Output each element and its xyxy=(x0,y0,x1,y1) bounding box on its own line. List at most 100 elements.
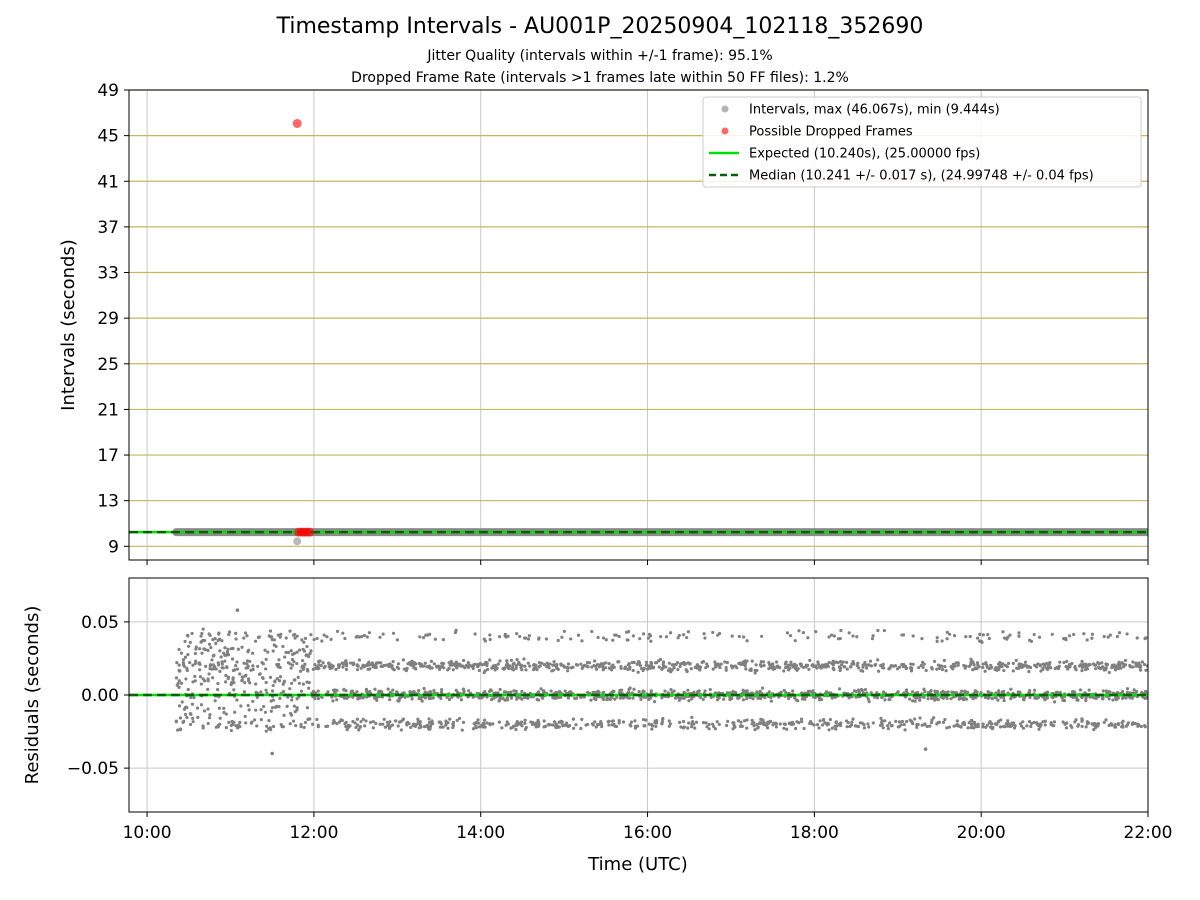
residual-point xyxy=(1065,659,1069,664)
residual-point xyxy=(305,653,309,657)
residual-point xyxy=(961,721,965,725)
residual-point xyxy=(682,690,686,694)
residual-point xyxy=(211,654,215,658)
residual-point xyxy=(268,675,273,679)
residual-point xyxy=(270,706,275,710)
residual-point xyxy=(628,723,632,727)
residual-point xyxy=(542,663,546,667)
residual-point xyxy=(636,670,640,674)
residual-point xyxy=(1125,690,1130,695)
residual-point xyxy=(1015,666,1019,670)
residual-point xyxy=(199,634,203,638)
residual-point xyxy=(983,669,987,673)
residual-point xyxy=(534,663,538,667)
residual-point xyxy=(737,634,741,639)
residual-point xyxy=(1014,658,1018,662)
residual-point xyxy=(745,639,749,643)
residual-point xyxy=(1025,724,1029,728)
residual-point xyxy=(846,721,850,725)
residual-point xyxy=(774,725,778,729)
residual-point xyxy=(271,649,275,653)
residual-point xyxy=(789,663,793,667)
residual-point xyxy=(919,663,923,668)
residual-point xyxy=(990,722,994,726)
residual-point xyxy=(951,667,955,671)
residual-point xyxy=(387,723,391,727)
residual-point xyxy=(705,725,709,729)
residual-point xyxy=(440,725,444,729)
residual-point xyxy=(427,696,431,700)
residual-point xyxy=(868,659,873,663)
residual-point xyxy=(207,632,211,636)
residual-point xyxy=(793,726,798,731)
residual-point xyxy=(544,724,548,728)
residual-point xyxy=(775,665,779,669)
residual-point xyxy=(563,665,567,669)
residual-point xyxy=(331,664,335,668)
residual-point xyxy=(970,718,974,722)
residual-point xyxy=(290,698,294,702)
residual-point xyxy=(713,665,718,669)
residual-point xyxy=(637,690,641,694)
residual-point xyxy=(693,726,697,730)
residual-point xyxy=(626,638,630,642)
residual-point xyxy=(867,725,871,729)
residual-point xyxy=(229,683,233,687)
residual-point xyxy=(910,719,914,724)
residual-point xyxy=(969,662,973,667)
residual-point xyxy=(562,629,566,633)
residual-point xyxy=(427,727,431,731)
residual-point xyxy=(870,637,875,641)
residual-point xyxy=(548,662,552,666)
residual-point xyxy=(642,724,646,728)
residual-point xyxy=(208,663,213,667)
residual-point xyxy=(270,751,274,756)
residual-point xyxy=(651,666,655,670)
residual-point xyxy=(911,699,915,703)
residual-point xyxy=(448,717,452,721)
residual-point xyxy=(810,722,814,726)
residual-point xyxy=(1054,690,1058,695)
residual-point xyxy=(856,661,860,665)
residual-point xyxy=(660,720,664,724)
residual-point xyxy=(1045,661,1049,666)
residual-point xyxy=(950,690,954,694)
residual-point xyxy=(317,659,321,664)
residual-point xyxy=(719,662,723,666)
residual-point xyxy=(694,720,699,724)
residual-point xyxy=(216,661,220,665)
x-tick-label: 22:00 xyxy=(1124,823,1173,843)
residual-point xyxy=(935,636,939,640)
residual-point xyxy=(786,663,790,667)
residual-point xyxy=(621,720,626,724)
residual-point xyxy=(742,719,747,723)
residual-point xyxy=(213,637,217,641)
residual-point xyxy=(975,690,979,694)
residual-point xyxy=(514,664,518,668)
residual-point xyxy=(818,719,822,723)
residual-point xyxy=(191,720,195,724)
residual-point xyxy=(1125,687,1130,691)
residual-point xyxy=(1138,668,1143,672)
residual-point xyxy=(981,665,985,670)
residual-point xyxy=(617,691,621,695)
residual-point xyxy=(471,666,475,671)
residual-point xyxy=(655,661,659,665)
residual-point xyxy=(181,661,185,665)
residual-point xyxy=(1083,667,1088,672)
residual-point xyxy=(388,698,392,702)
residual-point xyxy=(880,719,884,723)
residual-point xyxy=(735,666,739,670)
residual-point xyxy=(969,657,973,661)
residual-point xyxy=(190,631,194,636)
residual-point xyxy=(265,724,269,728)
residual-point xyxy=(866,663,871,667)
residual-point xyxy=(286,695,290,699)
residual-point xyxy=(929,720,934,725)
residual-point xyxy=(876,669,881,673)
residual-point xyxy=(1107,697,1111,701)
residual-point xyxy=(862,726,867,730)
residual-point xyxy=(845,667,849,671)
residual-point xyxy=(185,633,190,638)
